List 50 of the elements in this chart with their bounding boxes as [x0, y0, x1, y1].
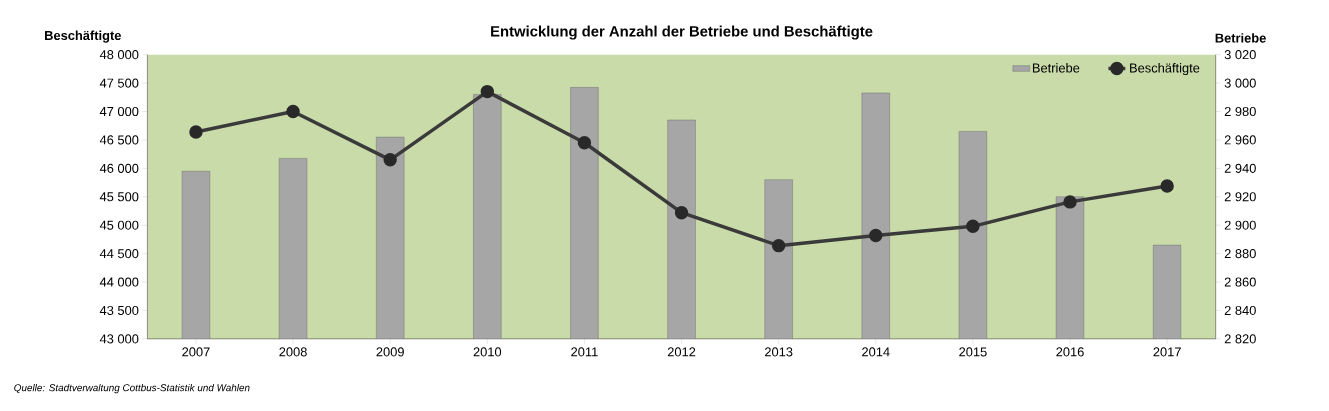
x-tick-label: 2010: [473, 347, 502, 357]
y2-tick-label: 2 860: [1224, 277, 1256, 287]
source-note: Quelle: Stadtverwaltung Cottbus-Statistik und Wahlen: [14, 383, 250, 393]
x-tick-label: 2013: [765, 347, 793, 357]
x-tick-label: 2012: [667, 347, 696, 357]
y2-tick-label: 2 980: [1224, 106, 1256, 116]
y-axis-title: Beschäftigte: [45, 30, 121, 43]
chart-title: Entwicklung der Anzahl der Betriebe und Beschäftigte: [491, 25, 873, 40]
x-tick-label: 2008: [279, 347, 307, 357]
y2-tick-label: 3 000: [1224, 78, 1256, 88]
y-tick-label: 45 000: [99, 220, 139, 230]
y-tick-label: 46 500: [99, 135, 139, 145]
y2-tick-label: 2 900: [1224, 220, 1256, 230]
x-tick-label: 2007: [182, 347, 210, 357]
point: [1160, 179, 1174, 193]
point: [966, 219, 980, 233]
y2-tick-label: 2 880: [1224, 248, 1256, 258]
legend-label: Beschäftigte: [1130, 62, 1200, 75]
legend-label: Betriebe: [1032, 62, 1080, 73]
y2-tick-label: 2 820: [1224, 334, 1256, 344]
point: [189, 125, 203, 139]
point: [1063, 194, 1077, 209]
y2-tick-label: 2 940: [1224, 163, 1256, 173]
x-tick-label: 2017: [1153, 347, 1181, 357]
y2-axis-title: Betriebe: [1215, 32, 1266, 43]
y-tick-label: 48 000: [99, 49, 139, 60]
point: [480, 84, 495, 99]
y-tick-label: 44 500: [99, 248, 139, 258]
point: [577, 135, 592, 150]
point: [869, 228, 883, 242]
y-tick-label: 43 500: [99, 305, 139, 315]
y-tick-label: 47 500: [99, 78, 139, 88]
point: [674, 205, 689, 220]
point: [771, 238, 786, 253]
y-tick-label: 43 000: [99, 334, 139, 344]
point: [286, 104, 300, 119]
y-tick-label: 47 000: [99, 106, 139, 116]
y-tick-label: 46 000: [99, 163, 139, 173]
x-tick-label: 2014: [862, 347, 890, 357]
y2-tick-label: 2 960: [1224, 135, 1256, 145]
y2-tick-label: 2 920: [1224, 192, 1256, 202]
y2-tick-label: 2 840: [1224, 305, 1256, 315]
y2-tick-label: 3 020: [1224, 49, 1256, 60]
y-tick-label: 45 500: [99, 192, 139, 202]
point: [383, 152, 397, 167]
y-tick-label: 44 000: [99, 277, 139, 287]
x-tick-label: 2015: [959, 347, 987, 357]
x-tick-label: 2016: [1056, 347, 1084, 357]
x-tick-label: 2011: [571, 347, 598, 357]
x-tick-label: 2009: [376, 347, 404, 357]
